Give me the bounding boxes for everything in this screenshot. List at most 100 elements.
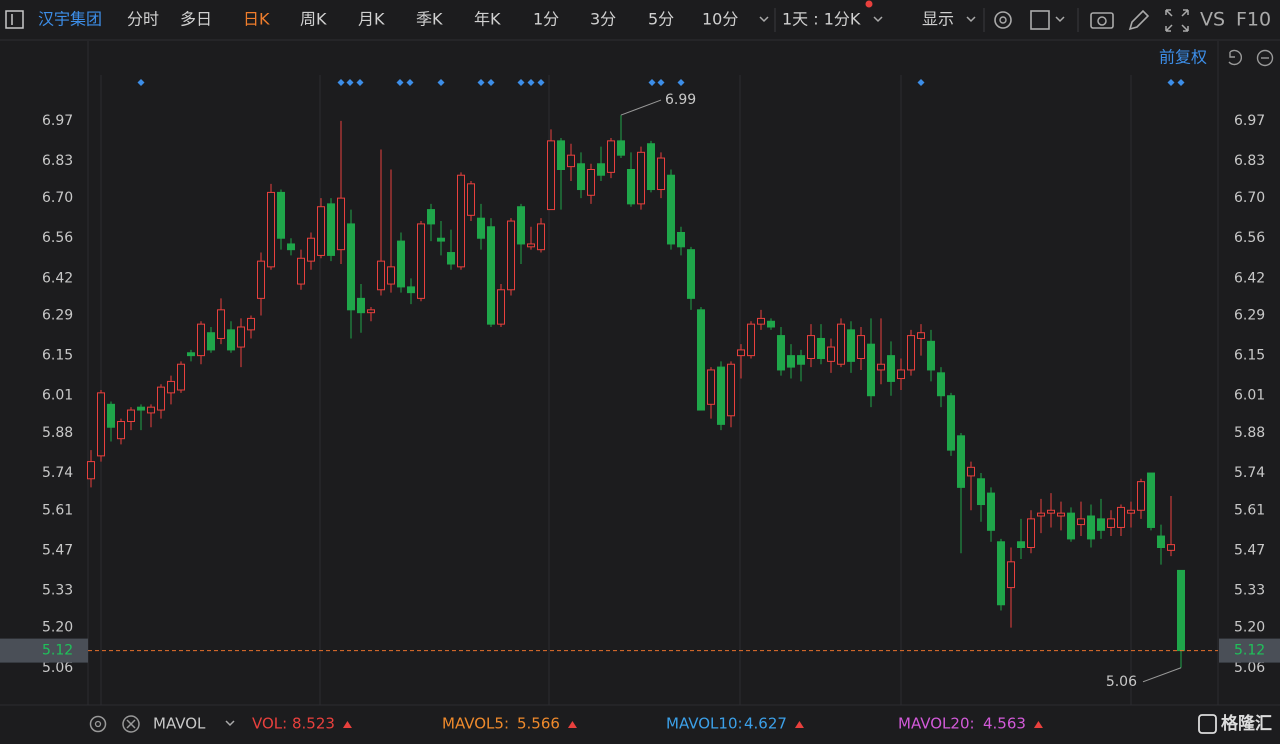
event-marker[interactable] — [537, 79, 545, 86]
event-marker[interactable] — [396, 79, 404, 86]
event-marker[interactable] — [487, 79, 495, 86]
candle-body — [807, 335, 815, 360]
y2-tick-label: 6.15 — [1234, 348, 1265, 364]
event-marker[interactable] — [527, 79, 535, 86]
indicator-settings-core — [94, 720, 102, 728]
event-marker[interactable] — [677, 79, 685, 86]
candle-body — [527, 243, 535, 248]
indicator-name[interactable]: MAVOL — [153, 715, 206, 733]
period-tab[interactable]: 年K — [474, 10, 501, 29]
candle-body — [967, 466, 975, 477]
period-tab[interactable]: 月K — [358, 10, 385, 29]
indicator-bar: MAVOL 格隆汇 VOL: 8.523 MAVOL5: 5.566 MAVOL10: 4… — [89, 713, 1272, 734]
display-menu[interactable]: 显示 — [922, 10, 954, 29]
candle-body — [637, 151, 645, 205]
period-tab[interactable]: 10分 — [702, 10, 738, 29]
draw-icon[interactable] — [1128, 9, 1150, 31]
candle-body — [1027, 518, 1035, 549]
candle-body — [207, 332, 215, 351]
candle-body — [877, 363, 885, 371]
candle-body — [727, 363, 735, 417]
event-marker[interactable] — [517, 79, 525, 86]
more-periods[interactable] — [759, 16, 769, 23]
y-tick-label: 6.29 — [42, 308, 73, 324]
zoom-out-icon[interactable] — [1256, 49, 1274, 67]
event-marker[interactable] — [356, 79, 364, 86]
interval-chevron — [873, 16, 883, 23]
low-label: 5.06 — [1106, 674, 1137, 690]
event-marker[interactable] — [346, 79, 354, 86]
f10-button[interactable]: F10 — [1236, 9, 1271, 31]
adjust-mode[interactable]: 前复权 — [1159, 48, 1207, 67]
candle-body — [347, 223, 355, 311]
layout-icon[interactable] — [1030, 10, 1050, 30]
event-marker[interactable] — [437, 79, 445, 86]
y-tick-label: 6.42 — [42, 270, 73, 286]
indicator-label: VOL: — [252, 715, 287, 733]
candle-body — [117, 421, 125, 440]
candle-body — [437, 237, 445, 242]
candle-body — [1037, 512, 1045, 517]
y-tick-label: 5.33 — [42, 582, 73, 598]
event-marker[interactable] — [657, 79, 665, 86]
layout-chevron — [1055, 16, 1065, 23]
fullscreen-icon[interactable] — [1165, 9, 1189, 32]
sidebar-toggle[interactable] — [5, 10, 24, 29]
candle-body — [697, 309, 705, 411]
period-tab[interactable]: 分时 — [127, 10, 159, 29]
event-marker[interactable] — [1167, 79, 1175, 86]
candle-body — [417, 223, 425, 299]
event-marker[interactable] — [1177, 79, 1185, 86]
candle-body — [1147, 472, 1155, 528]
candle-body — [747, 323, 755, 357]
period-tab[interactable]: 3分 — [590, 10, 616, 29]
watermark: 格隆汇 — [1221, 713, 1272, 734]
candle-body — [1107, 518, 1115, 528]
interval-select[interactable]: 1天 : 1分K — [782, 10, 861, 29]
y2-tick-label: 6.97 — [1234, 113, 1265, 129]
last-price-label: 5.12 — [42, 643, 73, 659]
candle-body — [947, 395, 955, 451]
indicator-value: 8.523 — [292, 715, 335, 733]
candle-body — [147, 406, 155, 414]
period-tab[interactable]: 日K — [243, 10, 270, 29]
candle-body — [907, 335, 915, 371]
period-tab[interactable]: 季K — [416, 10, 443, 29]
candle-body — [137, 406, 145, 411]
candle-body — [1017, 541, 1025, 548]
stock-name[interactable]: 汉宇集团 — [38, 10, 102, 29]
candle-body — [647, 143, 655, 191]
reset-icon[interactable] — [1228, 49, 1243, 66]
candle-body — [477, 217, 485, 239]
indicator-settings[interactable] — [89, 715, 107, 733]
event-marker[interactable] — [406, 79, 414, 86]
event-marker[interactable] — [917, 79, 925, 86]
screenshot-icon[interactable] — [1090, 12, 1114, 29]
period-tab[interactable]: 周K — [300, 10, 327, 29]
settings-icon[interactable] — [994, 11, 1012, 29]
period-tab[interactable]: 1分 — [533, 10, 559, 29]
period-tab[interactable]: 5分 — [648, 10, 674, 29]
candle-body — [1137, 481, 1145, 511]
candle-body — [627, 169, 635, 205]
candle-body — [1077, 518, 1085, 526]
period-tab[interactable]: 多日 — [180, 10, 212, 29]
candle-body — [607, 140, 615, 173]
candle-body — [717, 366, 725, 425]
period-tabs: 分时 多日 日K 周K 月K 季K 年K 1分 3分 5分 10分 — [127, 10, 738, 29]
candle-body — [677, 232, 685, 248]
candle-body — [617, 140, 625, 156]
indicator-label: MAVOL10: — [666, 715, 743, 733]
vs-button[interactable]: VS — [1200, 9, 1225, 31]
candle-body — [507, 220, 515, 291]
candle-body — [737, 349, 745, 357]
event-marker[interactable] — [477, 79, 485, 86]
candle-body — [1097, 518, 1105, 531]
indicator-close[interactable] — [122, 715, 140, 733]
event-marker[interactable] — [648, 79, 656, 86]
candle-body — [217, 309, 225, 339]
event-marker[interactable] — [337, 79, 345, 86]
event-marker[interactable] — [137, 79, 145, 86]
indicator-value: 4.563 — [983, 715, 1026, 733]
